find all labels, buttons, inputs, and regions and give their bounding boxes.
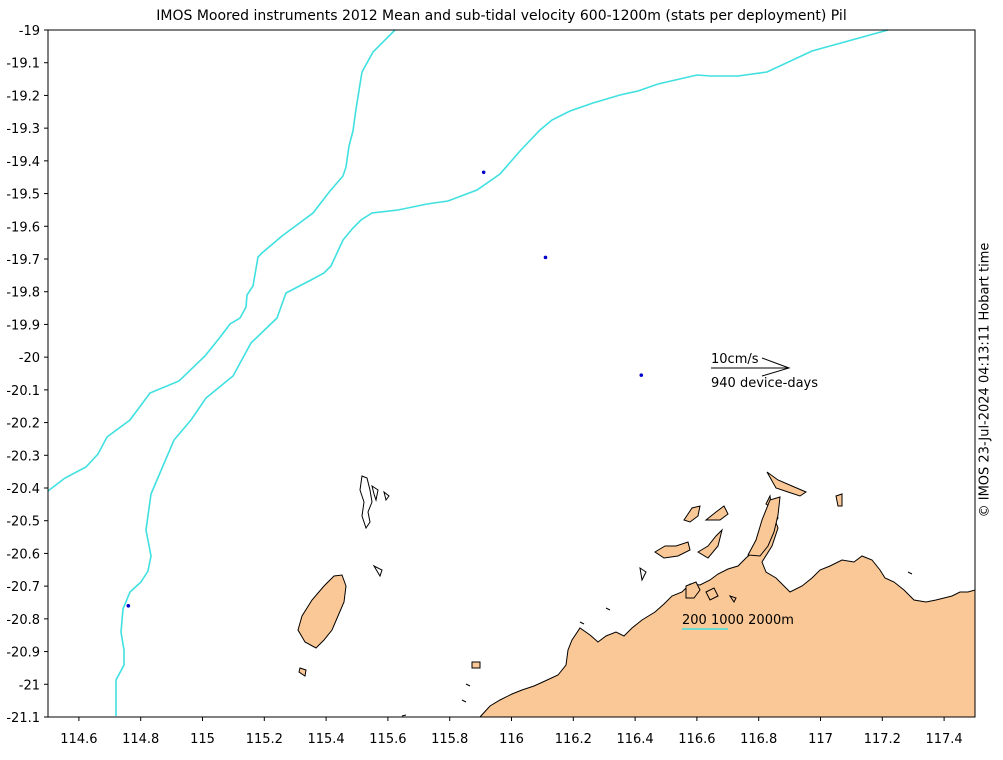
mainland-landmass — [478, 494, 976, 718]
y-tick-label: -20.8 — [6, 613, 40, 628]
x-tick-label: 117.2 — [864, 732, 901, 747]
isobath-inner — [115, 29, 889, 716]
map-title: IMOS Moored instruments 2012 Mean and su… — [156, 8, 847, 24]
y-tick-label: -19.1 — [6, 57, 40, 72]
scale-days-label: 940 device-days — [711, 376, 818, 391]
copyright-credit: © IMOS 23-Jul-2024 04:13:11 Hobart time — [977, 242, 993, 518]
x-tick-label: 114.8 — [122, 732, 159, 747]
island-7 — [766, 471, 808, 497]
y-tick-label: -20.4 — [6, 482, 40, 497]
island-9 — [471, 661, 481, 669]
y-tick-label: -20.5 — [6, 515, 40, 530]
y-tick-label: -20.2 — [6, 417, 40, 432]
x-tick-label: 115.2 — [246, 732, 283, 747]
island-4 — [704, 505, 729, 521]
y-tick-label: -21.1 — [6, 711, 40, 726]
x-tick-label: 117.4 — [925, 732, 962, 747]
y-tick-label: -20.6 — [6, 547, 40, 562]
y-tick-label: -19.4 — [6, 155, 40, 170]
scale-arrow — [711, 357, 791, 377]
x-tick-label: 115 — [190, 732, 215, 747]
burrup-peninsula — [747, 496, 781, 557]
y-tick-label: -19.6 — [6, 220, 40, 235]
mooring-point-2 — [543, 255, 548, 260]
isobath-outer — [47, 29, 396, 492]
x-tick-label: 116 — [499, 732, 524, 747]
island-6 — [705, 587, 719, 601]
x-tick-label: 116.4 — [616, 732, 653, 747]
bathymetry-legend-label: 200 1000 2000m — [682, 613, 794, 628]
barrow-island — [297, 574, 347, 649]
x-tick-label: 116.6 — [678, 732, 715, 747]
y-tick-label: -19.7 — [6, 253, 40, 268]
mooring-point-1 — [481, 170, 486, 175]
x-tick-label: 115.6 — [369, 732, 406, 747]
x-tick-label: 116.8 — [740, 732, 777, 747]
x-tick-label: 117 — [808, 732, 833, 747]
island-5 — [685, 581, 701, 599]
y-tick-label: -20.3 — [6, 449, 40, 464]
x-tick-label: 114.6 — [60, 732, 97, 747]
y-tick-label: -20.7 — [6, 580, 40, 595]
y-tick-label: -20 — [19, 351, 40, 366]
x-tick-label: 115.4 — [307, 732, 344, 747]
y-tick-label: -21 — [19, 678, 40, 693]
y-tick-label: -20.9 — [6, 646, 40, 661]
island-2 — [683, 505, 701, 523]
island-3 — [697, 528, 723, 559]
y-tick-label: -19.2 — [6, 89, 40, 104]
y-tick-label: -19 — [19, 24, 40, 39]
y-tick-label: -19.8 — [6, 286, 40, 301]
island-1 — [654, 541, 691, 559]
island-8 — [835, 493, 843, 507]
island-10 — [372, 564, 913, 717]
mooring-point-3 — [639, 373, 644, 377]
scale-speed-label: 10cm/s — [711, 352, 759, 367]
y-tick-label: -20.1 — [6, 384, 40, 399]
y-tick-label: -19.5 — [6, 188, 40, 203]
y-tick-label: -19.3 — [6, 122, 40, 137]
mooring-point-4 — [126, 603, 131, 608]
small-island-barrow-south — [298, 667, 307, 677]
montebello-islands — [359, 475, 390, 530]
x-tick-label: 116.2 — [555, 732, 592, 747]
x-tick-label: 115.8 — [431, 732, 468, 747]
y-tick-label: -19.9 — [6, 318, 40, 333]
